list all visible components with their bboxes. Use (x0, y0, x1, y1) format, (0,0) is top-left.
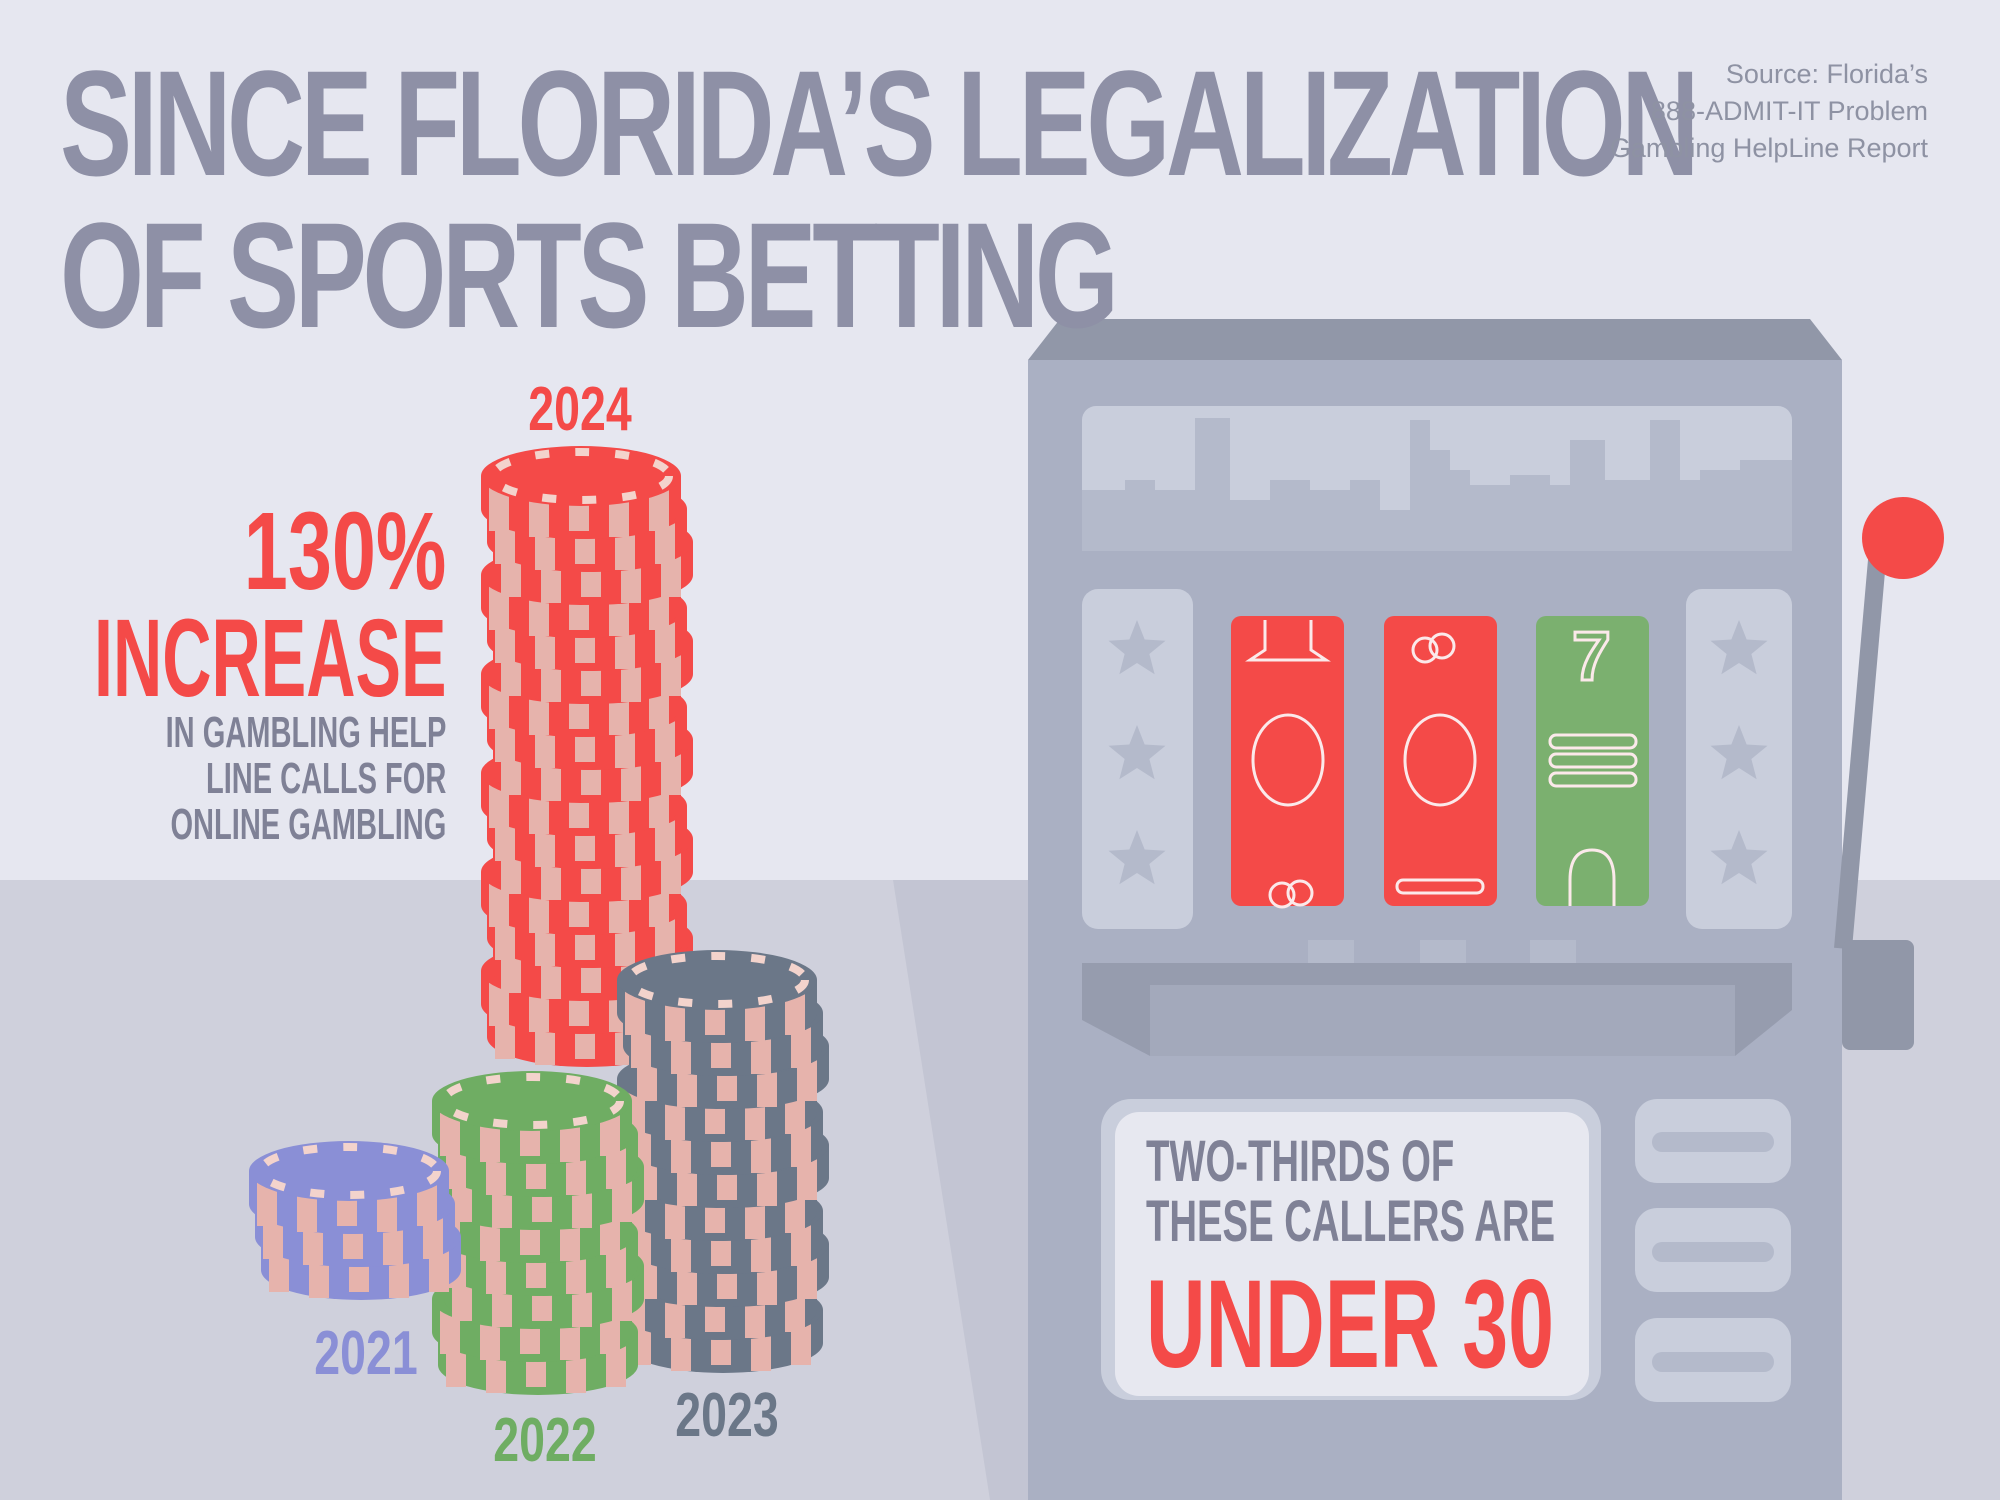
stat-desc-line-3: ONLINE GAMBLING (170, 800, 446, 849)
stat-desc-line-1: IN GAMBLING HELP (165, 708, 446, 757)
face-icon (1251, 713, 1325, 807)
seven-icon: 7 (1572, 617, 1611, 695)
lever-arm (1834, 559, 1886, 950)
star-icon (1108, 725, 1166, 780)
face-icon (1403, 713, 1477, 807)
chip-stack-2022 (432, 1071, 644, 1395)
stat-label: INCREASE (93, 597, 446, 720)
chip (481, 446, 681, 539)
chip-stacks (249, 446, 829, 1395)
source-line-2: 888-ADMIT-IT Problem (1650, 96, 1928, 126)
floor-shadow (893, 880, 1028, 1500)
lever-knob[interactable] (1862, 497, 1944, 579)
chip-stack-2021 (249, 1141, 461, 1300)
title-line-2: OF SPORTS BETTING (60, 191, 1119, 359)
stat-desc-line-2: LINE CALLS FOR (205, 754, 446, 803)
skyline (1082, 418, 1792, 551)
cherry-icon (1411, 636, 1439, 664)
star-icon (1710, 620, 1768, 675)
year-label-2021: 2021 (314, 1319, 418, 1388)
reel-2 (1384, 616, 1497, 906)
source-line-1: Source: Florida’s (1725, 59, 1928, 89)
chip (249, 1141, 449, 1234)
cherry-icon (1268, 881, 1296, 909)
callout-highlight: UNDER 30 (1146, 1255, 1555, 1394)
callout-text: TWO-THIRDS OF THESE CALLERS ARE (1146, 1132, 1555, 1252)
chip-stack-2023 (617, 950, 829, 1373)
star-icon (1710, 725, 1768, 780)
star-icon (1710, 830, 1768, 885)
star-icon (1108, 620, 1166, 675)
year-label-2023: 2023 (675, 1381, 779, 1450)
chip (432, 1071, 632, 1164)
year-label-2022: 2022 (493, 1406, 597, 1475)
callout-line-2: THESE CALLERS ARE (1146, 1189, 1556, 1254)
reel-1 (1231, 616, 1344, 906)
chip (617, 950, 817, 1043)
stat-value: 130% (243, 490, 446, 613)
bell-icon (1245, 620, 1331, 662)
callout-line-1: TWO-THIRDS OF (1146, 1129, 1455, 1194)
lever-base (1842, 940, 1914, 1050)
source-line-3: Gambling HelpLine Report (1609, 133, 1928, 163)
source-note: Source: Florida’s 888-ADMIT-IT Problem G… (1610, 56, 1928, 167)
reel-3 (1536, 616, 1649, 906)
title-line-1: SINCE FLORIDA’S LEGALIZATION (60, 39, 1699, 207)
slot-machine: 7 (1028, 319, 1944, 1500)
bar-icon (1548, 733, 1638, 750)
bell-icon (1568, 848, 1616, 906)
star-icon (1108, 830, 1166, 885)
year-label-2024: 2024 (528, 375, 632, 444)
stat-description: IN GAMBLING HELP LINE CALLS FOR ONLINE G… (165, 710, 446, 848)
